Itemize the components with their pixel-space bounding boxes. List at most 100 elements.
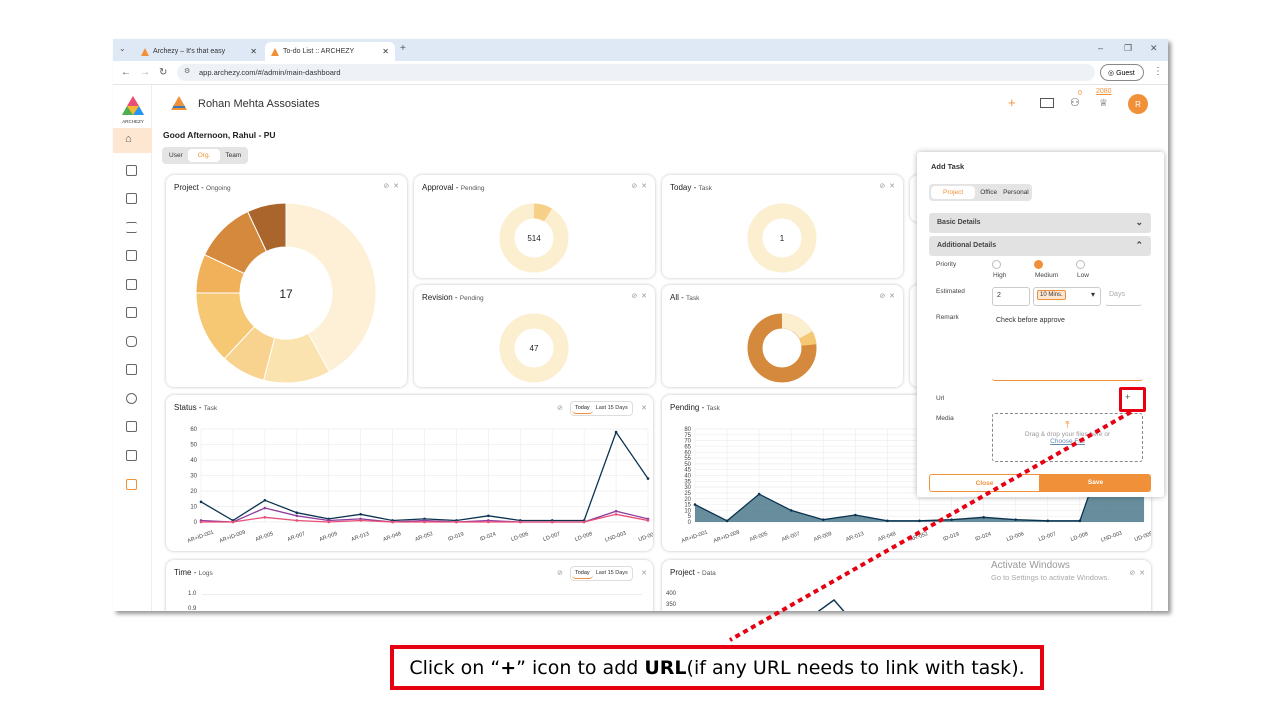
x-tick-label: AR-048 [877, 531, 897, 543]
drop-text: Drag & drop your files here or [1024, 431, 1111, 438]
sidebar-gift-icon[interactable] [126, 479, 137, 490]
sidebar-list-icon[interactable] [126, 222, 137, 233]
instruction-url: URL [644, 656, 687, 679]
x-tick-label: ID-019 [942, 531, 960, 542]
y-tick-label: 0 [688, 520, 692, 526]
data-point [646, 519, 650, 522]
mail-icon[interactable] [1040, 98, 1054, 108]
company-logo-icon [171, 96, 187, 110]
close-window-icon[interactable]: ✕ [1150, 43, 1158, 53]
sidebar-book-icon[interactable] [126, 307, 137, 318]
x-tick-label: LD-006 [510, 531, 529, 543]
card-title: Today - Task [670, 183, 712, 192]
donut-center-value: 17 [279, 287, 293, 301]
trophy-icon[interactable]: ♕ [1099, 98, 1108, 109]
view-tab-user[interactable]: User [169, 152, 183, 159]
browser-tab-todo[interactable]: To-do List :: ARCHEZY ✕ [265, 42, 395, 61]
card-controls[interactable]: ⊘ ✕ [879, 293, 895, 300]
view-tab-org[interactable]: Org. [187, 149, 221, 162]
close-icon[interactable]: ✕ [641, 570, 647, 577]
close-tab-icon[interactable]: ✕ [382, 47, 389, 56]
card-title: Revision - Pending [422, 293, 484, 302]
sidebar-clipboard-icon[interactable] [126, 193, 137, 204]
close-icon[interactable]: ✕ [641, 405, 647, 412]
range-last15[interactable]: Last 15 Days [595, 405, 628, 411]
avatar[interactable]: R [1128, 94, 1148, 114]
restore-icon[interactable]: ❐ [1124, 43, 1133, 53]
card-controls[interactable]: ⊘ ✕ [631, 293, 647, 300]
range-today[interactable]: Today [572, 568, 593, 579]
media-dropzone[interactable]: ⤒ Drag & drop your files here or Choose … [992, 413, 1143, 462]
data-point [550, 520, 554, 524]
basic-details-accordion[interactable]: Basic Details ⌄ [929, 213, 1151, 233]
x-tick-label: AR-013 [845, 531, 865, 543]
y-tick-label: 20 [190, 489, 197, 495]
upload-icon: ⤒ [1065, 420, 1070, 431]
browser-tab-archezy[interactable]: Archezy – It's that easy ✕ [135, 42, 263, 61]
y-tick-label: 30 [684, 485, 691, 491]
browser-tabstrip: ⌄ Archezy – It's that easy ✕ To-do List … [113, 39, 1168, 61]
data-point [789, 509, 793, 512]
sidebar-network-icon[interactable] [126, 450, 137, 461]
remark-textarea[interactable]: Check before approve [992, 313, 1143, 381]
site-info-icon[interactable]: ⚙ [184, 68, 191, 75]
x-tick-label: LD-007 [542, 531, 561, 543]
tab-label: Archezy – It's that easy [153, 48, 226, 55]
sidebar-item-home[interactable]: ⌂ [113, 128, 152, 153]
quick-add-icon[interactable]: + [1008, 95, 1016, 110]
sidebar-briefcase-icon[interactable] [126, 336, 137, 347]
save-button[interactable]: Save [1040, 474, 1151, 492]
card-controls[interactable]: ⊘ ✕ [1129, 570, 1145, 577]
estimated-input[interactable]: 2 [992, 287, 1030, 306]
browser-menu-icon[interactable]: ⋮ [1153, 66, 1163, 77]
range-today[interactable]: Today [572, 403, 593, 414]
add-url-button[interactable]: + [1125, 392, 1131, 402]
choose-file-link[interactable]: Choose File [1050, 438, 1085, 445]
priority-high-radio[interactable] [992, 260, 1001, 269]
minimize-icon[interactable]: – [1098, 43, 1104, 53]
card-controls[interactable]: ⊘ ✕ [383, 183, 399, 190]
reload-icon[interactable]: ↻ [159, 67, 168, 78]
sidebar-folder-icon[interactable] [126, 364, 137, 375]
x-tick-label: AR-009 [813, 531, 833, 543]
close-tab-icon[interactable]: ✕ [250, 47, 257, 56]
priority-low-radio[interactable] [1076, 260, 1085, 269]
additional-details-accordion[interactable]: Additional Details ⌃ [929, 236, 1151, 256]
type-office[interactable]: Office [980, 189, 998, 196]
forward-icon[interactable]: → [140, 67, 150, 78]
days-input[interactable]: Days [1105, 287, 1142, 306]
card-controls[interactable]: ⊘ ✕ [879, 183, 895, 190]
x-tick-label: UD-005 [1134, 531, 1151, 543]
profile-button[interactable]: ◎ Guest [1100, 64, 1144, 81]
estimated-unit-select[interactable]: 10 Mins. ▾ [1033, 287, 1101, 306]
url-field[interactable]: ⚙ app.archezy.com/#/admin/main-dashboard [177, 64, 1095, 81]
new-tab-icon[interactable]: + [400, 43, 406, 54]
card-controls[interactable]: ⊘ ✕ [631, 183, 647, 190]
project-donut: 17 [195, 202, 377, 384]
sidebar-shield-icon[interactable] [126, 393, 137, 404]
sidebar-clock-icon[interactable] [126, 421, 137, 432]
y-tick-label: 50 [684, 462, 691, 468]
notification-icon[interactable]: ⚇ [1070, 97, 1080, 109]
data-point [295, 514, 299, 518]
hide-icon[interactable]: ⊘ [557, 405, 563, 412]
y-tick-label: 30 [190, 474, 197, 480]
view-tab-team[interactable]: Team [225, 152, 242, 159]
type-personal[interactable]: Personal [1003, 189, 1029, 196]
range-last15[interactable]: Last 15 Days [595, 570, 628, 576]
data-point [1078, 519, 1082, 523]
hide-icon[interactable]: ⊘ [557, 570, 563, 577]
y-tick-label: 55 [684, 456, 691, 462]
sidebar-report-icon[interactable] [126, 279, 137, 290]
priority-medium-radio[interactable] [1034, 260, 1043, 269]
sidebar-edit-icon[interactable] [126, 250, 137, 261]
tab-search-icon[interactable]: ⌄ [119, 44, 126, 53]
sidebar-projects-icon[interactable] [126, 165, 137, 176]
data-point [725, 519, 729, 523]
y-tick-label: 25 [684, 491, 691, 497]
url-text: app.archezy.com/#/admin/main-dashboard [199, 68, 341, 77]
screenshot-frame: ⌄ Archezy – It's that easy ✕ To-do List … [113, 39, 1168, 611]
type-project[interactable]: Project [931, 186, 976, 199]
back-icon[interactable]: ← [121, 67, 131, 78]
close-button[interactable]: Close [929, 474, 1040, 492]
